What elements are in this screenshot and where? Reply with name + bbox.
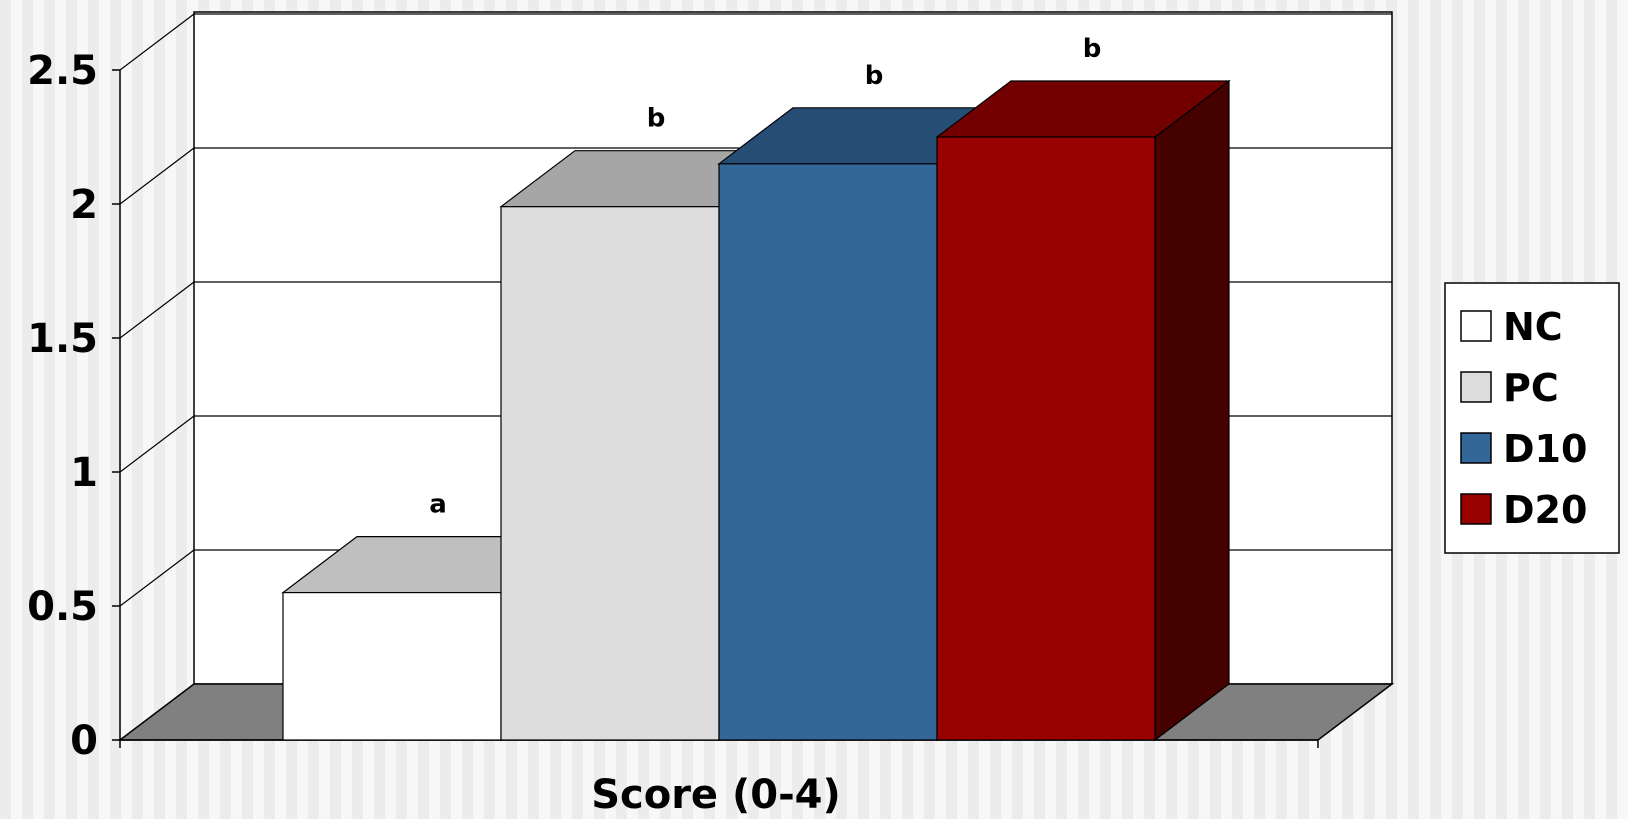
x-axis-label: Score (0-4) bbox=[591, 772, 841, 818]
legend-swatch bbox=[1460, 432, 1492, 464]
side-wall-line bbox=[119, 281, 195, 339]
y-axis: 0 0.5 1 1.5 2 2.5 bbox=[27, 48, 1319, 764]
bar-significance-label: b bbox=[647, 104, 666, 134]
legend-item-d20: D20 bbox=[1460, 488, 1587, 532]
legend-item-d10: D10 bbox=[1460, 427, 1587, 471]
side-wall-line bbox=[119, 415, 195, 473]
legend-item-pc: PC bbox=[1460, 366, 1559, 410]
y-tick-label: 0 bbox=[70, 718, 98, 764]
legend-label: PC bbox=[1503, 366, 1559, 410]
bar-significance-label: b bbox=[1083, 34, 1102, 64]
bar-significance-label: a bbox=[429, 490, 447, 520]
legend-swatch bbox=[1460, 493, 1492, 525]
bar-front-face bbox=[500, 206, 720, 741]
bar-significance-label: b bbox=[865, 61, 884, 91]
y-tick-label: 2 bbox=[70, 182, 98, 228]
y-tick-label: 1.5 bbox=[27, 316, 98, 362]
y-tick-label: 2.5 bbox=[27, 48, 98, 94]
side-wall-line bbox=[119, 13, 195, 71]
legend: NC PC D10 D20 bbox=[1444, 282, 1620, 554]
side-wall-line bbox=[119, 549, 195, 607]
side-wall-line bbox=[119, 147, 195, 205]
bar-side-face bbox=[1154, 79, 1230, 742]
legend-label: D20 bbox=[1503, 488, 1587, 532]
bar-front-face bbox=[718, 163, 938, 741]
y-tick-label: 1 bbox=[70, 450, 98, 496]
legend-swatch bbox=[1460, 371, 1492, 403]
bar-front-face bbox=[936, 136, 1156, 741]
bar-front-face bbox=[282, 591, 502, 741]
y-tick-label: 0.5 bbox=[27, 584, 98, 630]
bars bbox=[281, 79, 1231, 742]
legend-swatch bbox=[1460, 310, 1492, 342]
bar-labels: a b b b bbox=[429, 34, 1101, 520]
legend-item-nc: NC bbox=[1460, 305, 1563, 349]
legend-label: D10 bbox=[1503, 427, 1587, 471]
bar-d20 bbox=[935, 79, 1231, 742]
legend-label: NC bbox=[1503, 305, 1563, 349]
